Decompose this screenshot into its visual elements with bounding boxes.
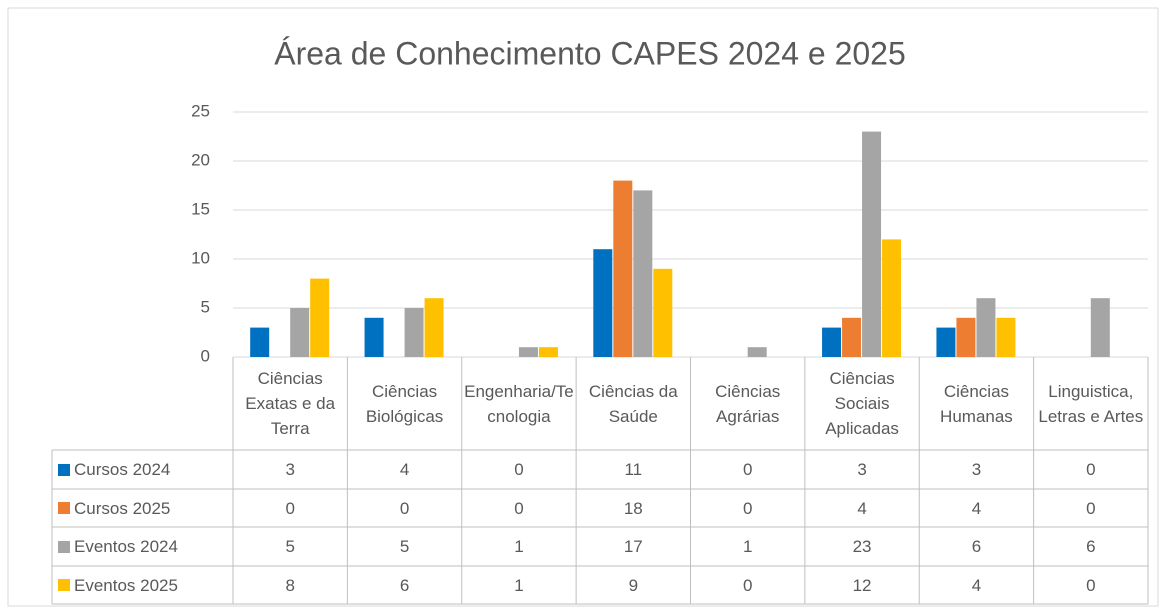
table-value: 1 [742,537,753,556]
bar [976,298,996,357]
bar [1090,298,1110,357]
legend-swatch [58,540,70,553]
bar [404,308,424,357]
table-value: 0 [399,498,410,518]
table-value: 12 [852,575,872,595]
table-value: 0 [742,575,753,595]
table-value: 6 [971,537,982,556]
y-tick-label: 0 [201,346,210,365]
category-label: Engenharia/Tecnologia [464,381,574,426]
legend-entry: Cursos 2025 [52,489,233,527]
bar [882,239,902,357]
category-label: Ciências Agrárias [715,381,781,426]
bar [822,327,842,357]
table-value: 6 [1086,537,1096,556]
bar [996,317,1016,357]
category-label: Ciências Exatas e da Terra [245,369,336,438]
legend-entry: Cursos 2024 [52,450,233,489]
bar [518,347,538,357]
bar [290,308,310,357]
table-value: 0 [1086,460,1096,479]
table-value: 0 [514,498,524,518]
table-value: 5 [399,537,410,556]
chart-title: Área de Conhecimento CAPES 2024 e 2025 [274,35,906,71]
legend-text: Cursos 2025 [74,498,171,518]
table-value: 0 [1086,575,1096,595]
bar [424,298,444,357]
bar [364,317,384,357]
category-label: Linguistica, Letras e Artes [1038,381,1144,426]
bar [613,180,633,357]
bar [936,327,956,357]
y-tick-label: 15 [191,199,210,218]
bar [862,131,882,357]
bar [956,317,976,357]
bar [250,327,270,357]
table-value: 6 [399,575,410,595]
table-value: 3 [285,460,295,479]
table-value: 5 [285,537,295,556]
bar [653,268,673,357]
table-value: 4 [857,498,867,518]
table-value: 11 [624,460,643,479]
legend-swatch [58,579,70,591]
y-tick-label: 25 [191,101,210,120]
table-value: 3 [857,460,867,479]
table-value: 0 [285,498,295,518]
legend-text: Cursos 2024 [74,460,171,479]
category-label: Ciências Sociais Aplicadas [825,369,899,438]
legend-entry: Eventos 2024 [52,527,233,566]
bar [747,347,767,357]
legend-entry: Eventos 2025 [52,566,233,604]
table-value: 0 [514,460,524,479]
bar [633,190,653,357]
table-value: 3 [971,460,982,479]
table-value: 4 [399,460,410,479]
legend-swatch [58,463,70,476]
table-value: 17 [623,537,643,556]
bar [310,278,330,357]
table-value: 4 [971,575,982,595]
category-label: Ciências Biológicas [365,381,444,426]
table-value: 9 [628,575,639,595]
table-value: 4 [971,498,982,518]
category-label: Ciências da Saúde [588,381,678,426]
legend-text: Eventos 2025 [74,575,178,595]
table-value: 1 [514,537,524,556]
bar [842,317,862,357]
bar [538,347,558,357]
bar [593,249,613,357]
table-value: 1 [514,575,524,595]
table-value: 0 [742,460,753,479]
table-value: 8 [285,575,295,595]
category-label: Ciências Humanas [940,381,1013,426]
table-value: 0 [1086,498,1096,518]
legend-swatch [58,502,70,514]
legend-text: Eventos 2024 [74,537,178,556]
y-tick-label: 20 [191,150,210,169]
table-value: 23 [852,537,872,556]
table-value: 0 [742,498,753,518]
y-tick-label: 5 [201,297,210,316]
chart-border [7,7,1159,607]
y-tick-label: 10 [191,248,210,267]
table-value: 18 [623,498,643,518]
